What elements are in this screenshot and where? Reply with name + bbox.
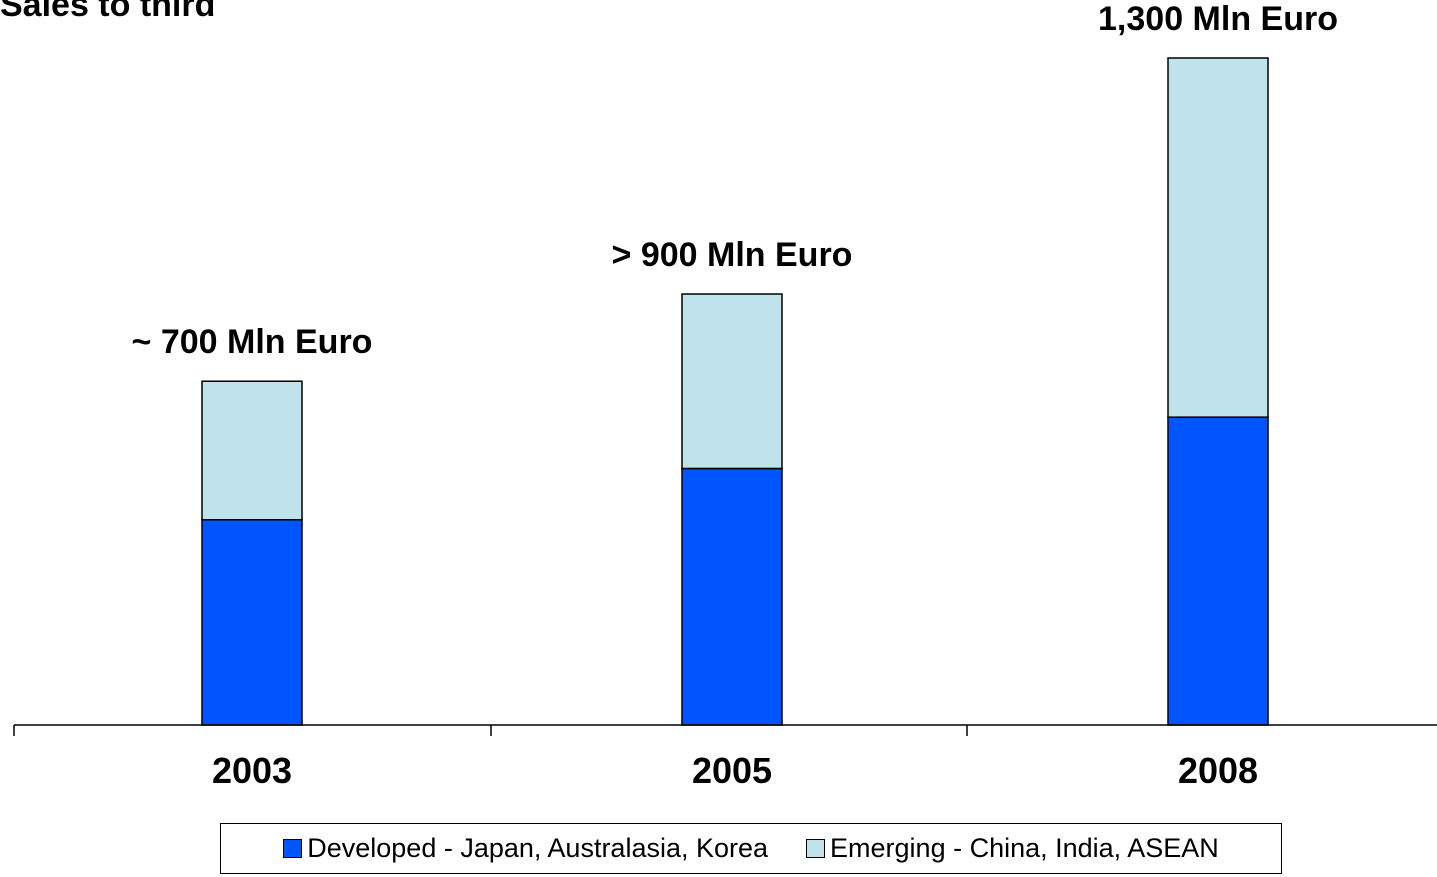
- chart-title: Sales to third: [0, 0, 216, 24]
- legend-label-developed: Developed - Japan, Australasia, Korea: [307, 833, 769, 863]
- x-tick-label-2005: 2005: [692, 750, 772, 791]
- legend-entry-developed: Developed - Japan, Australasia, Korea: [283, 833, 768, 864]
- bar-2005-developed: [681, 467, 783, 726]
- bar-2005-emerging: [681, 293, 783, 470]
- chart-plot: ~ 700 Mln Euro 2003 > 900 Mln Euro 2005 1,30…: [13, 0, 1437, 791]
- x-tick-label-2003: 2003: [212, 750, 292, 791]
- legend-entry-emerging: Emerging - China, India, ASEAN: [806, 833, 1219, 864]
- legend-swatch-developed: [283, 839, 303, 858]
- total-label-2008: 1,300 Mln Euro: [1098, 0, 1338, 38]
- total-label-2005: > 900 Mln Euro: [612, 236, 853, 274]
- bar-2008-emerging: [1167, 57, 1269, 418]
- bar-2008-developed: [1167, 416, 1269, 726]
- legend-label-emerging: Emerging - China, India, ASEAN: [830, 833, 1219, 863]
- legend-swatch-emerging: [806, 839, 826, 858]
- total-label-2003: ~ 700 Mln Euro: [132, 323, 373, 361]
- x-tick-label-2008: 2008: [1178, 750, 1258, 791]
- chart-legend: Developed - Japan, Australasia, Korea Em…: [220, 823, 1282, 874]
- bar-2003-developed: [201, 519, 303, 726]
- bar-2003-emerging: [201, 380, 303, 521]
